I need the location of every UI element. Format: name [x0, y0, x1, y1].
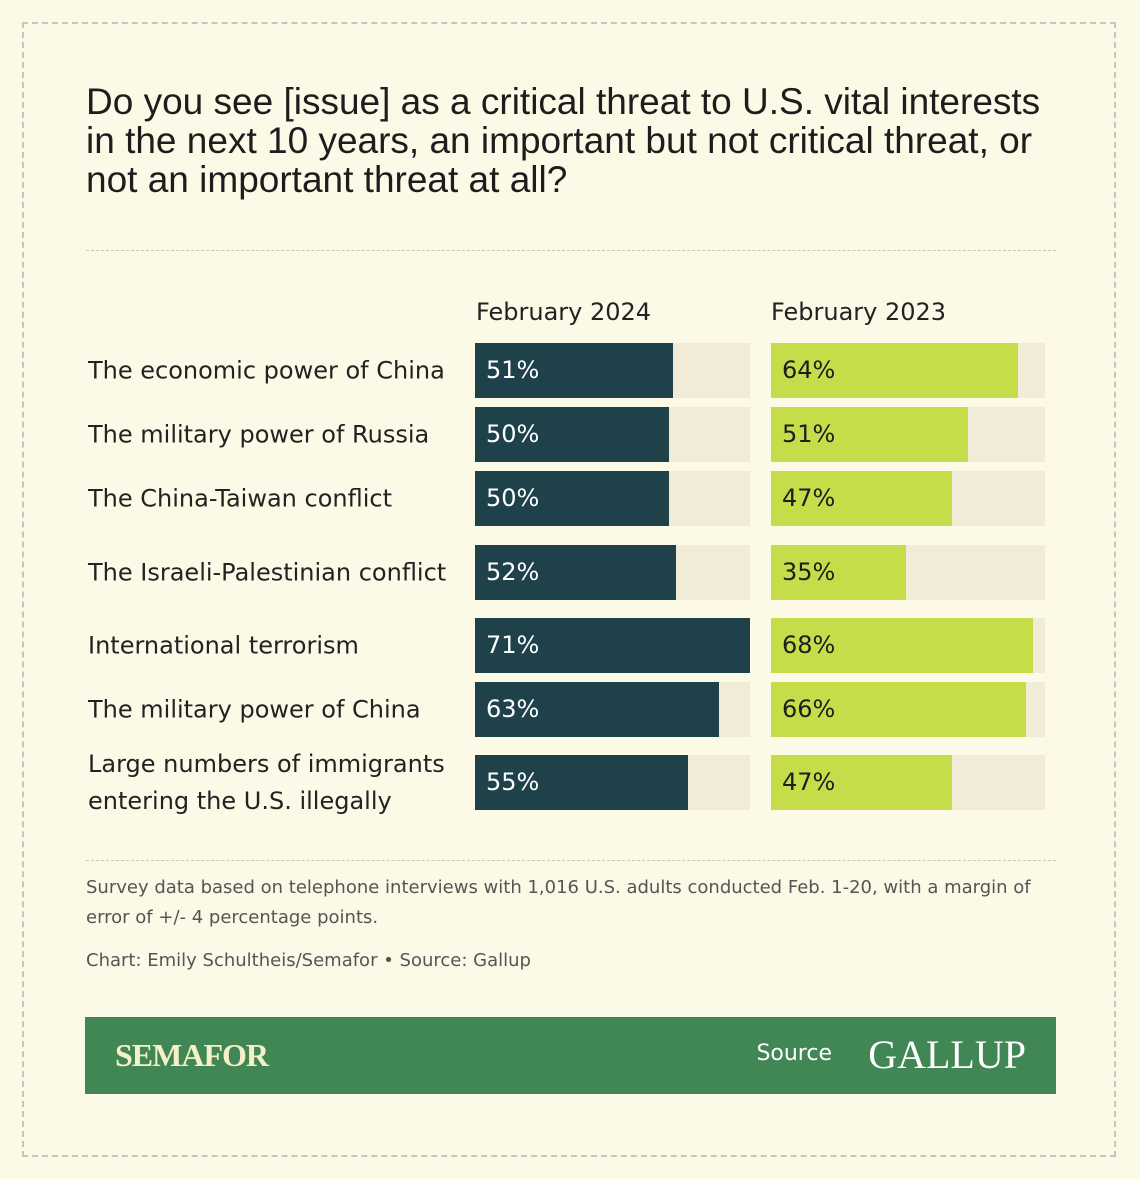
bar	[475, 755, 689, 810]
data-label: 71%	[486, 631, 540, 659]
data-label: 66%	[782, 695, 836, 723]
data-label: 35%	[782, 558, 836, 586]
bar	[475, 343, 673, 398]
category-label: Large numbers of immigrants entering the…	[88, 749, 445, 815]
legend-feb-2024: February 2024	[476, 298, 652, 326]
chart-frame	[22, 22, 1116, 1157]
bar-track: 68%	[771, 618, 1045, 673]
bar-track: 51%	[475, 343, 750, 398]
bar-track: 64%	[771, 343, 1045, 398]
bar	[475, 545, 677, 600]
category-label: The China-Taiwan conflict	[88, 484, 392, 512]
data-label: 51%	[782, 420, 836, 448]
bar-track: 71%	[475, 618, 750, 673]
data-label: 50%	[486, 484, 540, 512]
bar	[475, 407, 669, 462]
bar-track: 52%	[475, 545, 750, 600]
data-label: 50%	[486, 420, 540, 448]
bar	[771, 618, 1034, 673]
bar	[771, 545, 907, 600]
bar	[771, 343, 1018, 398]
bar-track: 47%	[771, 755, 1045, 810]
bar	[771, 407, 968, 462]
data-label: 52%	[486, 558, 540, 586]
bar	[771, 471, 953, 526]
bar	[771, 755, 953, 810]
data-label: 47%	[782, 768, 836, 796]
category-label: The military power of China	[88, 695, 421, 723]
bar	[475, 471, 669, 526]
bar-track: 55%	[475, 755, 750, 810]
divider	[86, 860, 1056, 861]
legend-feb-2023: February 2023	[771, 298, 947, 326]
footer-banner: SEMAFOR Source GALLUP	[85, 1017, 1056, 1094]
bar	[475, 682, 719, 737]
bar	[771, 682, 1026, 737]
data-label: 63%	[486, 695, 540, 723]
bar-track: 66%	[771, 682, 1045, 737]
semafor-logo: SEMAFOR	[115, 1037, 269, 1073]
bar-track: 63%	[475, 682, 750, 737]
divider	[86, 250, 1056, 251]
category-label: The economic power of China	[88, 356, 445, 384]
category-label: The military power of Russia	[88, 420, 430, 448]
bar-track: 50%	[475, 407, 750, 462]
data-label: 68%	[782, 631, 836, 659]
data-label: 51%	[486, 356, 540, 384]
data-label: 47%	[782, 484, 836, 512]
survey-note: Survey data based on telephone interview…	[86, 877, 1031, 928]
bar-track: 51%	[771, 407, 1045, 462]
bar-track: 47%	[771, 471, 1045, 526]
chart-title: Do you see [issue] as a critical threat …	[86, 81, 1041, 200]
category-label: International terrorism	[88, 631, 359, 659]
gallup-logo: GALLUP	[868, 1032, 1026, 1077]
bar-track: 35%	[771, 545, 1045, 600]
category-label: The Israeli-Palestinian conflict	[88, 558, 447, 586]
data-label: 64%	[782, 356, 836, 384]
data-label: 55%	[486, 768, 540, 796]
chart-credit: Chart: Emily Schultheis/Semafor • Source…	[86, 950, 531, 971]
bar	[475, 618, 750, 673]
bar-track: 50%	[475, 471, 750, 526]
source-label: Source	[756, 1041, 832, 1066]
